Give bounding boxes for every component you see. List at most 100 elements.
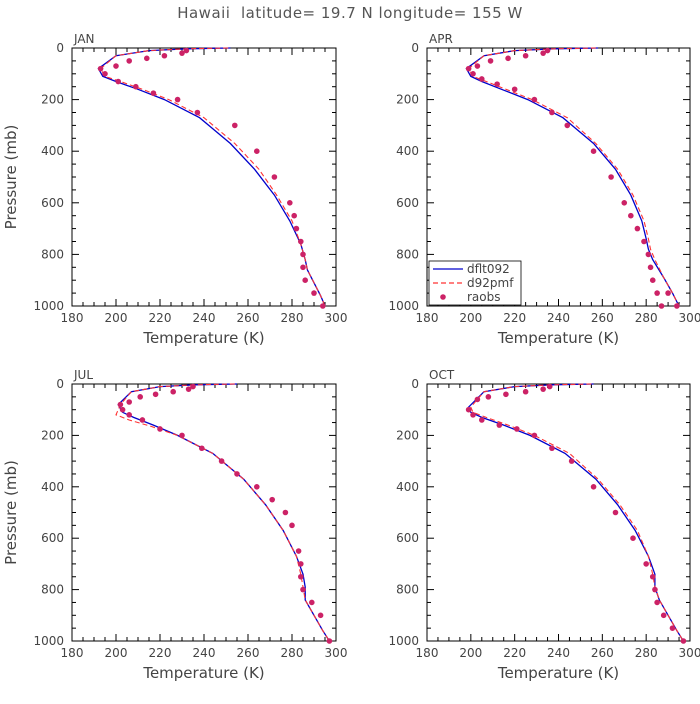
raobs-point: [487, 58, 494, 64]
raobs-point: [630, 535, 636, 541]
raobs-point: [654, 599, 660, 606]
x-tick-label: 220: [503, 646, 526, 660]
raobs-point: [485, 394, 492, 400]
x-tick-label: 300: [325, 646, 348, 660]
raobs-point: [658, 303, 665, 309]
raobs-point: [465, 65, 472, 72]
raobs-point: [179, 432, 185, 439]
panel-jan: 180 200 220 240 260 280 300 0 200 400 600 800 1000 JA…: [2, 32, 347, 347]
x-tick-label: 260: [237, 311, 260, 325]
raobs-point: [144, 55, 150, 62]
x-tick-label: 220: [149, 311, 172, 325]
panel-oct: 180 200 220 240 260 280 300 0 200 400 600 800 1000 OC…: [388, 368, 700, 682]
raobs-point: [478, 76, 485, 82]
y-tick-label: 0: [56, 41, 64, 55]
y-tick-label: 400: [41, 144, 64, 158]
y-tick-label: 400: [396, 480, 419, 494]
series-line-dflt092: [117, 383, 330, 642]
y-tick-label: 600: [396, 531, 419, 545]
raobs-point: [183, 47, 190, 54]
raobs-point: [546, 383, 553, 390]
raobs-point: [287, 200, 293, 206]
x-axis-label: Temperature (K): [142, 329, 264, 347]
raobs-point: [133, 83, 139, 90]
raobs-point: [628, 212, 634, 219]
y-tick-label: 200: [41, 428, 64, 442]
x-tick-label: 200: [105, 311, 128, 325]
raobs-point: [522, 52, 529, 59]
panel-jul: 180 200 220 240 260 280 300 0 200 400 600 800 1000 JU…: [2, 368, 347, 682]
y-tick-label: 0: [56, 377, 64, 391]
raobs-point: [531, 96, 538, 103]
raobs-point: [271, 174, 278, 180]
y-axis-label: Pressure (mb): [2, 460, 20, 565]
raobs-point: [474, 396, 481, 403]
raobs-point: [269, 496, 276, 503]
plot-frame: [426, 383, 691, 642]
raobs-point: [302, 277, 309, 284]
raobs-point: [152, 391, 159, 398]
raobs-point: [590, 484, 597, 490]
raobs-point: [115, 78, 121, 85]
raobs-point: [674, 303, 680, 309]
x-tick-label: 260: [591, 311, 614, 325]
raobs-point: [309, 599, 315, 606]
y-tick-label: 1000: [388, 299, 419, 313]
raobs-point: [185, 386, 192, 392]
raobs-point: [298, 573, 304, 580]
raobs-point: [549, 445, 555, 452]
raobs-point: [190, 383, 196, 390]
x-tick-label: 300: [325, 311, 348, 325]
raobs-point: [511, 86, 518, 93]
y-tick-label: 800: [41, 247, 64, 261]
raobs-point: [139, 417, 146, 423]
raobs-point: [170, 388, 176, 395]
raobs-point: [293, 225, 300, 232]
y-tick-label: 800: [396, 247, 419, 261]
raobs-point: [174, 96, 181, 103]
series-line-d92pmf: [115, 383, 330, 642]
x-tick-label: 180: [61, 646, 84, 660]
raobs-point: [652, 586, 658, 593]
raobs-point: [540, 386, 546, 392]
raobs-point: [179, 50, 185, 56]
raobs-point: [126, 412, 132, 418]
x-tick-label: 220: [149, 646, 172, 660]
raobs-point: [641, 238, 647, 245]
raobs-point: [161, 52, 168, 59]
raobs-point: [654, 290, 660, 296]
raobs-point: [194, 109, 201, 116]
y-tick-label: 600: [41, 196, 64, 210]
x-tick-label: 200: [105, 646, 128, 660]
x-tick-label: 280: [635, 311, 658, 325]
x-tick-label: 300: [679, 646, 700, 660]
raobs-point: [289, 522, 295, 529]
raobs-point: [102, 71, 108, 77]
panel-label: JUL: [73, 368, 93, 382]
raobs-point: [474, 63, 481, 69]
raobs-point: [514, 426, 520, 432]
raobs-point: [643, 561, 649, 567]
y-tick-label: 1000: [33, 634, 64, 648]
raobs-point: [253, 148, 260, 154]
y-tick-label: 600: [41, 531, 64, 545]
raobs-point: [311, 290, 317, 296]
raobs-point: [564, 122, 571, 129]
raobs-point: [669, 625, 676, 631]
x-axis-label: Temperature (K): [497, 664, 619, 682]
legend-marker-raobs: [440, 294, 446, 300]
y-tick-label: 400: [396, 144, 419, 158]
series-line-d92pmf: [467, 47, 680, 307]
raobs-point: [522, 388, 529, 395]
raobs-point: [326, 638, 333, 644]
y-tick-label: 0: [411, 41, 419, 55]
raobs-point: [232, 122, 238, 129]
raobs-point: [300, 586, 306, 593]
x-axis-label: Temperature (K): [497, 329, 619, 347]
raobs-point: [649, 573, 656, 580]
raobs-point: [298, 561, 304, 567]
raobs-point: [540, 50, 546, 56]
